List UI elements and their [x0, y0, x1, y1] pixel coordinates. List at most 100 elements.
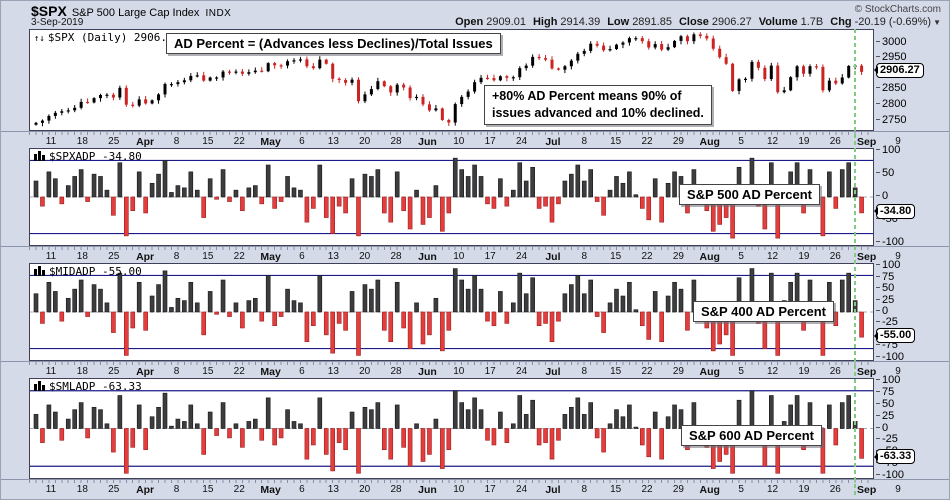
date-tick-label: 26	[829, 484, 841, 495]
annotation-sp400: S&P 400 AD Percent	[693, 301, 835, 322]
y-tick-label: -100	[876, 236, 904, 248]
date-tick-label: 24	[515, 484, 528, 495]
date-tick-label: 22	[233, 366, 245, 377]
date-tick-label: 18	[76, 484, 88, 495]
date-tick-label: 22	[233, 484, 245, 495]
date-tick-label: 8	[173, 484, 180, 495]
date-tick-label: 11	[45, 251, 57, 262]
date-tick-label: 8	[581, 136, 588, 147]
last-value-tag: 2906.27	[874, 62, 924, 78]
date-tick-label: 15	[202, 251, 214, 262]
date-tick-label: Jun	[418, 366, 437, 378]
date-tick-label: 6	[299, 366, 305, 377]
date-tick-label: Sep	[856, 366, 877, 378]
date-tick-label: May	[260, 136, 281, 148]
y-tick-label: 0	[876, 190, 888, 202]
date-tick-label: Apr	[136, 251, 155, 263]
y-tick-label: 2800	[876, 98, 906, 110]
date-tick-label: 8	[173, 251, 180, 262]
y-tick-label: 2750	[876, 114, 906, 126]
date-tick-label: 25	[108, 366, 120, 377]
histogram-icon	[34, 151, 45, 161]
date-tick-label: 15	[202, 484, 214, 495]
price-panel-label: ↑↓ $SPX (Daily) 2906.27	[34, 31, 181, 44]
date-tick-label: 12	[766, 251, 779, 262]
date-tick-label: 8	[173, 136, 180, 147]
histogram-icon	[34, 266, 45, 276]
date-tick-label: 28	[390, 484, 402, 495]
date-tick-label: 19	[798, 251, 810, 262]
date-tick-label: 5	[738, 251, 744, 262]
date-tick-label: 11	[45, 484, 57, 495]
quote-label: Chg	[830, 16, 852, 28]
date-tick-label: 13	[327, 366, 339, 377]
y-tick-label: -100	[876, 351, 904, 363]
date-tick-label: Aug	[699, 251, 720, 263]
date-tick-label: 25	[108, 484, 120, 495]
date-tick-label: Apr	[136, 136, 155, 148]
symbol-name: S&P 500 Large Cap Index	[71, 7, 200, 19]
date-tick-label: 20	[359, 484, 371, 495]
histogram-icon	[34, 381, 45, 391]
date-tick-label: 15	[610, 136, 622, 147]
date-tick-label: 9	[895, 136, 901, 147]
date-tick-label: Jul	[545, 251, 561, 263]
date-tick-label: 8	[581, 484, 588, 495]
y-tick-label: 75	[876, 271, 894, 283]
y-tick-label: 0	[876, 305, 888, 317]
date-tick-label: 19	[798, 484, 810, 495]
date-tick-label: Apr	[136, 484, 155, 496]
date-tick-label: 15	[610, 366, 622, 377]
midadp-panel-label: $MIDADP -55.00	[34, 265, 142, 278]
date-tick-label: 10	[453, 136, 465, 147]
y-tick-label: 0	[876, 422, 888, 434]
date-tick-label: 6	[299, 251, 305, 262]
date-tick-label: 24	[515, 251, 528, 262]
date-tick-label: 5	[738, 136, 744, 147]
date-tick-label: 9	[895, 484, 901, 495]
y-tick-label: 50	[876, 398, 894, 410]
quote-label: Open	[455, 16, 484, 28]
chart-date: 3-Sep-2019	[31, 17, 84, 28]
date-tick-label: May	[260, 484, 281, 496]
updown-arrows-icon: ↑↓	[34, 34, 45, 44]
date-tick-label: 25	[108, 251, 120, 262]
date-axis: 11 18 25 Apr 8 15 22 May 6 13 20 28 Jun 10 17 24 Jul 8 15 2…	[1, 479, 949, 497]
y-tick-label: -100	[876, 469, 904, 481]
y-tick-label: 3000	[876, 36, 906, 48]
date-tick-label: 12	[766, 484, 779, 495]
date-tick-label: 13	[327, 251, 339, 262]
symbol: $SPX	[31, 3, 67, 19]
quote-label: Low	[607, 16, 630, 28]
date-tick-label: 22	[233, 251, 245, 262]
date-tick-label: 8	[173, 366, 180, 377]
date-tick-label: Jun	[418, 251, 437, 263]
date-tick-label: 20	[359, 366, 371, 377]
date-tick-label: 26	[829, 251, 841, 262]
date-tick-label: 18	[76, 136, 88, 147]
date-tick-label: 22	[641, 484, 653, 495]
chg-dropdown-icon[interactable]: ▼	[933, 18, 941, 27]
y-tick-label: -25	[876, 433, 898, 445]
quote-label: Close	[678, 16, 709, 28]
date-tick-label: Jun	[418, 136, 437, 148]
date-tick-label: 11	[45, 136, 57, 147]
smladp-panel-label: $SMLADP -63.33	[34, 380, 142, 393]
date-tick-label: Apr	[136, 366, 155, 378]
date-tick-label: 24	[515, 136, 528, 147]
y-tick-label: 2850	[876, 82, 906, 94]
date-axis: 11 18 25 Apr 8 15 22 May 6 13 20 28 Jun 10 17 24 Jul 8 15 2…	[1, 131, 949, 149]
exchange-label: INDX	[205, 8, 232, 19]
date-tick-label: 26	[829, 366, 841, 377]
date-tick-label: 13	[327, 484, 339, 495]
last-value-tag: -34.80	[873, 203, 916, 219]
date-tick-label: 28	[390, 251, 402, 262]
date-tick-label: 29	[672, 251, 684, 262]
date-tick-label: Aug	[699, 484, 720, 496]
y-tick-label: 75	[876, 386, 894, 398]
date-tick-label: 8	[581, 366, 588, 377]
date-tick-label: 19	[798, 136, 810, 147]
date-tick-label: 17	[484, 366, 496, 377]
y-tick-label: 50	[876, 167, 894, 179]
